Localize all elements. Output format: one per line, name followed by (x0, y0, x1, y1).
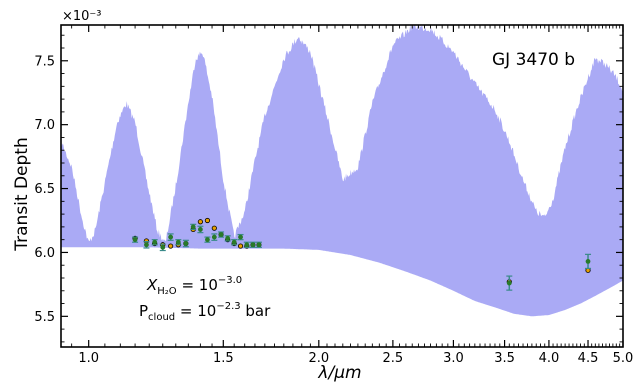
data-point (244, 242, 250, 248)
data-point (160, 244, 166, 250)
y-axis-label: Transit Depth (12, 137, 32, 252)
plot-frame (60, 24, 624, 348)
x-tick-label: 3.0 (443, 351, 464, 366)
y-tick-label: 6.5 (34, 182, 55, 197)
planet-label: GJ 3470 b (492, 50, 575, 70)
abundance-symbol: X (146, 276, 158, 294)
pressure-symbol: P (139, 302, 148, 320)
data-point (197, 227, 203, 232)
data-point (225, 235, 231, 241)
x-tick-label: 1.5 (213, 351, 234, 366)
data-point (250, 242, 256, 248)
x-axis-label: λ/μm (317, 363, 361, 383)
model-spectrum-envelope (61, 25, 623, 317)
data-point (585, 258, 591, 264)
data-point (132, 237, 138, 243)
x-tick-label: 5.0 (613, 351, 634, 366)
pressure-exponent: −2.3 (216, 301, 240, 312)
pressure-subscript: cloud (148, 312, 175, 323)
abundance-equals: = 10 (177, 276, 218, 294)
x-tick-label: 3.5 (494, 351, 515, 366)
data-point (144, 242, 149, 248)
data-point (211, 234, 217, 240)
y-tick-label: 7.0 (34, 118, 55, 133)
model-binned-point (197, 219, 203, 225)
x-tick-label: 4.0 (539, 351, 560, 366)
y-tick-label: 7.5 (34, 54, 55, 69)
data-point (238, 234, 243, 240)
data-point (506, 280, 512, 286)
axes-layer: 1.0 1.5 2.0 2.5 3.0 3.5 4.0 4.5 5.0 5.5 6.0 6.5 7.0 7… (34, 24, 634, 366)
data-point (175, 239, 181, 245)
abundance-subscript: H₂O (157, 286, 177, 297)
data-point (205, 237, 210, 243)
pressure-equals: = 10 (175, 302, 216, 320)
model-binned-point (237, 243, 244, 249)
abundance-annotation: XH₂O = 10−3.0 (146, 275, 242, 297)
abundance-exponent: −3.0 (218, 275, 242, 286)
plot-layer (61, 25, 623, 317)
model-binned-point (204, 217, 211, 224)
data-point (183, 241, 189, 246)
pressure-unit: bar (241, 302, 271, 320)
cloud-pressure-annotation: Pcloud = 10−2.3 bar (139, 301, 271, 323)
model-binned-point (211, 225, 217, 231)
data-point (218, 232, 224, 237)
model-binned-point (168, 243, 174, 249)
y-tick-label: 5.5 (34, 310, 55, 325)
x-tick-label: 2.0 (308, 351, 329, 366)
x-tick-label: 1.0 (78, 351, 99, 366)
data-point (190, 224, 196, 230)
x-tick-label: 2.5 (383, 351, 404, 366)
data-point (256, 242, 262, 248)
y-multiplier-label: ×10⁻³ (62, 9, 102, 24)
data-point (152, 239, 158, 245)
data-point (168, 234, 174, 240)
x-tick-label: 4.5 (578, 351, 599, 366)
y-tick-label: 6.0 (34, 246, 55, 261)
data-point (231, 239, 237, 245)
plot-content (61, 25, 623, 317)
